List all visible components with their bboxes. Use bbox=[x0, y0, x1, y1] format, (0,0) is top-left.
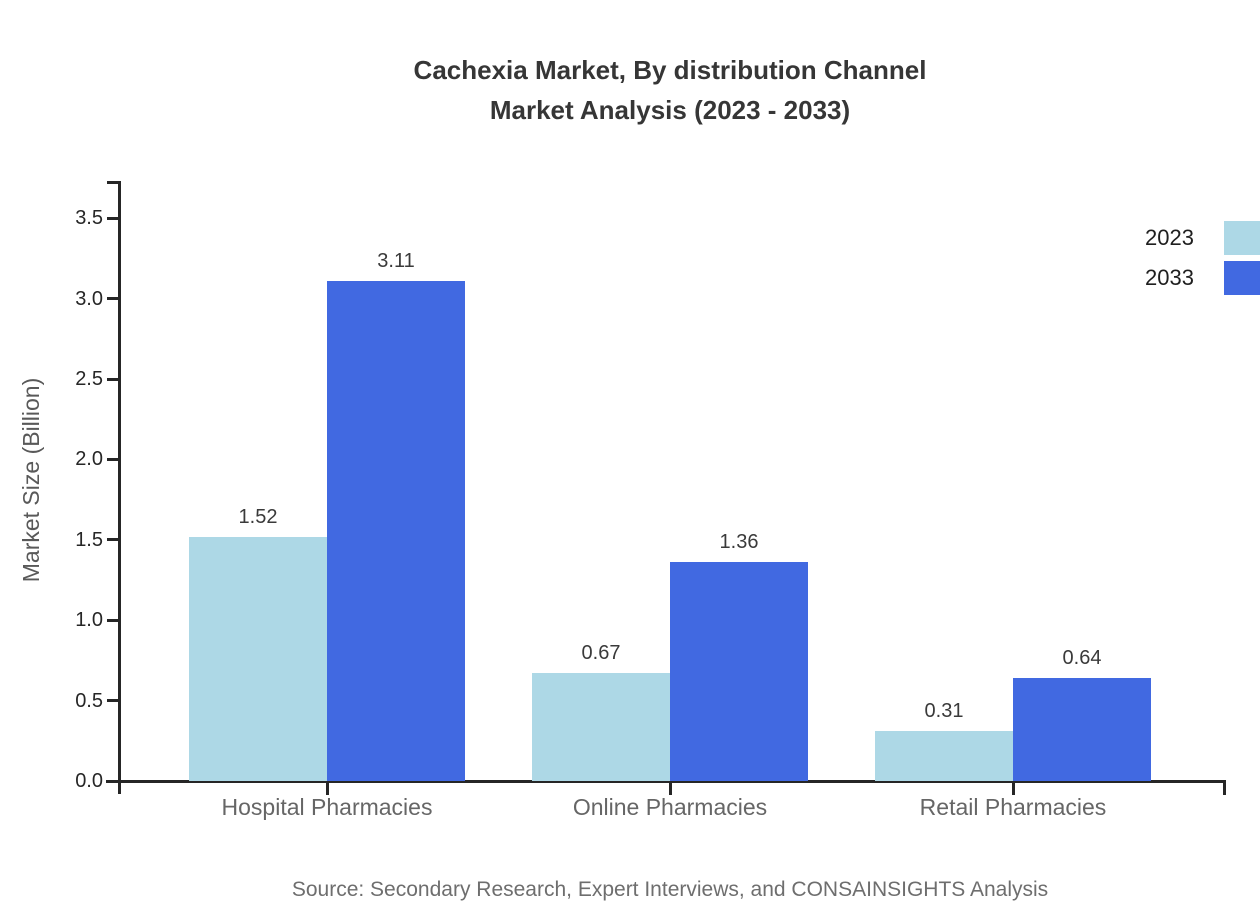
y-axis-tick bbox=[107, 538, 118, 542]
y-axis-tick bbox=[107, 699, 118, 703]
legend-label-2023: 2023 bbox=[1145, 225, 1194, 250]
x-axis-tick bbox=[325, 783, 329, 795]
y-axis-tick-label: 1.0 bbox=[75, 609, 103, 632]
y-axis-tick-label: 2.0 bbox=[75, 448, 103, 471]
bar-2023-1 bbox=[532, 673, 670, 781]
bar-value-label: 0.31 bbox=[924, 700, 964, 723]
bar-2033-0 bbox=[327, 280, 465, 781]
y-axis-tick bbox=[107, 297, 118, 301]
x-axis-category-label: Online Pharmacies bbox=[572, 794, 768, 820]
y-axis-tick-label: 2.5 bbox=[75, 368, 103, 390]
y-axis-tick-label: 3.0 bbox=[75, 287, 103, 310]
bar-2033-1 bbox=[670, 562, 808, 781]
y-axis-tick bbox=[107, 618, 118, 622]
y-axis-tick bbox=[107, 377, 118, 381]
y-axis-tick bbox=[107, 457, 118, 461]
x-axis-tick bbox=[1011, 783, 1015, 795]
legend-label-2033: 2033 bbox=[1145, 265, 1194, 290]
bar-value-label: 0.64 bbox=[1062, 647, 1102, 670]
bar-2023-2 bbox=[875, 731, 1013, 781]
y-axis-tick-label: 0.0 bbox=[75, 770, 103, 792]
source-note: Source: Secondary Research, Expert Inter… bbox=[291, 878, 1049, 901]
y-axis-tick-label: 3.5 bbox=[75, 207, 103, 230]
x-axis-tick bbox=[668, 783, 672, 795]
chart-title-line2: Market Analysis (2023 - 2033) bbox=[489, 95, 851, 125]
y-axis-tick-label: 1.5 bbox=[75, 528, 103, 551]
bar-value-label: 0.67 bbox=[581, 642, 621, 665]
x-axis-line bbox=[106, 780, 1226, 783]
y-axis-tick bbox=[107, 779, 118, 783]
legend-swatch-2023 bbox=[1224, 221, 1260, 255]
bar-2023-0 bbox=[189, 536, 327, 781]
bar-value-label: 3.11 bbox=[377, 249, 415, 272]
y-axis-tick-label: 0.5 bbox=[75, 689, 103, 712]
x-axis-category-label: Hospital Pharmacies bbox=[221, 794, 433, 820]
bar-value-label: 1.52 bbox=[238, 505, 278, 528]
y-axis-tick bbox=[107, 216, 118, 220]
x-axis-end-tick bbox=[1223, 783, 1226, 795]
y-axis-line bbox=[118, 181, 121, 794]
bar-value-label: 1.36 bbox=[719, 531, 759, 554]
legend-swatch-2033 bbox=[1224, 261, 1260, 295]
chart-title: Cachexia Market, By distribution Channel… bbox=[80, 50, 1260, 130]
bar-2033-2 bbox=[1013, 678, 1151, 781]
chart-title-line1: Cachexia Market, By distribution Channel bbox=[413, 55, 927, 85]
y-axis-end-tick bbox=[107, 181, 118, 184]
x-axis-category-label: Retail Pharmacies bbox=[919, 794, 1107, 820]
